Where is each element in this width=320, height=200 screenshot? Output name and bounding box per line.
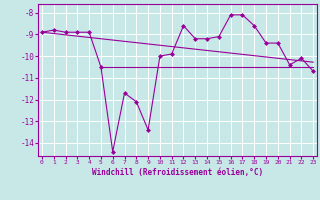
X-axis label: Windchill (Refroidissement éolien,°C): Windchill (Refroidissement éolien,°C) bbox=[92, 168, 263, 177]
